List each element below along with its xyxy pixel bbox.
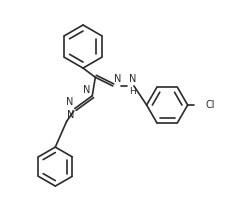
Text: N: N: [83, 85, 90, 95]
Text: H: H: [129, 87, 135, 96]
Text: N: N: [114, 74, 122, 84]
Text: Cl: Cl: [205, 100, 215, 110]
Text: N: N: [66, 98, 73, 108]
Text: N: N: [129, 74, 136, 84]
Text: N: N: [67, 110, 75, 120]
